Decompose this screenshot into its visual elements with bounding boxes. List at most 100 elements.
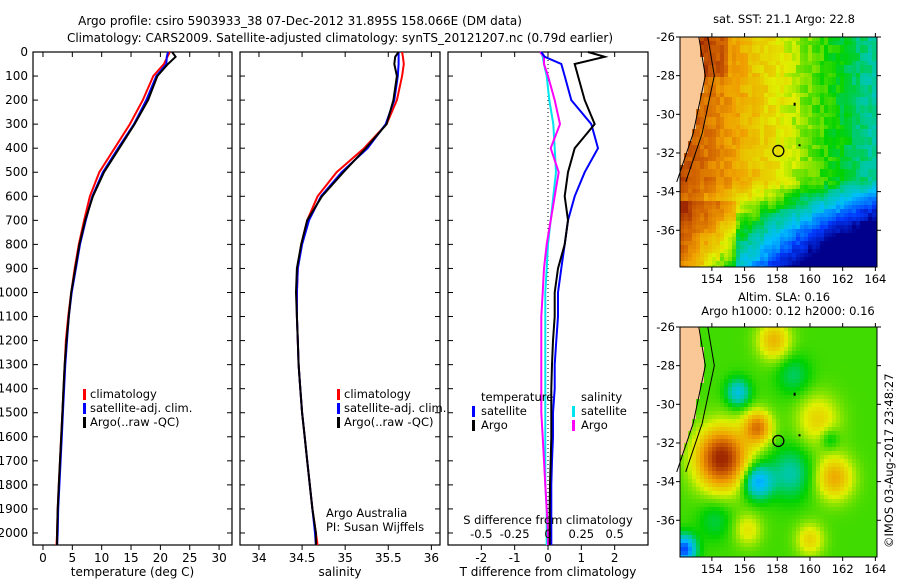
data-cell <box>756 427 760 431</box>
data-cell <box>840 411 844 415</box>
data-cell <box>828 379 832 383</box>
data-cell <box>800 419 804 423</box>
data-cell <box>744 157 748 161</box>
data-cell <box>700 331 704 335</box>
land-cell <box>680 395 684 399</box>
data-cell <box>812 53 816 57</box>
data-cell <box>764 359 768 363</box>
data-cell <box>716 439 720 443</box>
data-cell <box>736 157 740 161</box>
data-cell <box>764 45 768 49</box>
data-cell <box>832 487 836 491</box>
data-cell <box>808 129 812 133</box>
data-cell <box>788 403 792 407</box>
data-cell <box>760 125 764 129</box>
data-cell <box>808 225 812 229</box>
data-cell <box>864 165 868 169</box>
data-cell <box>804 371 808 375</box>
data-cell <box>784 411 788 415</box>
data-cell <box>728 113 732 117</box>
data-cell <box>752 423 756 427</box>
data-cell <box>792 363 796 367</box>
data-cell <box>712 411 716 415</box>
data-cell <box>728 335 732 339</box>
data-cell <box>708 443 712 447</box>
data-cell <box>836 53 840 57</box>
data-cell <box>780 471 784 475</box>
land-cell <box>684 375 688 379</box>
data-cell <box>744 395 748 399</box>
data-cell <box>816 355 820 359</box>
data-cell <box>824 253 828 257</box>
data-cell <box>848 391 852 395</box>
data-cell <box>724 411 728 415</box>
data-cell <box>856 161 860 165</box>
data-cell <box>744 97 748 101</box>
data-cell <box>788 117 792 121</box>
data-cell <box>844 53 848 57</box>
data-cell <box>784 363 788 367</box>
data-cell <box>780 327 784 331</box>
data-cell <box>724 367 728 371</box>
data-cell <box>800 415 804 419</box>
data-cell <box>800 391 804 395</box>
data-cell <box>816 129 820 133</box>
data-cell <box>776 37 780 41</box>
data-cell <box>744 161 748 165</box>
data-cell <box>832 359 836 363</box>
land-cell <box>692 375 696 379</box>
data-cell <box>844 331 848 335</box>
data-cell <box>732 479 736 483</box>
data-cell <box>684 451 688 455</box>
data-cell <box>776 125 780 129</box>
data-cell <box>840 117 844 121</box>
data-cell <box>812 419 816 423</box>
data-cell <box>872 463 876 467</box>
data-cell <box>832 109 836 113</box>
land-cell <box>692 331 696 335</box>
data-cell <box>804 475 808 479</box>
data-cell <box>744 379 748 383</box>
data-cell <box>796 363 800 367</box>
data-cell <box>848 225 852 229</box>
data-cell <box>688 149 692 153</box>
data-cell <box>744 435 748 439</box>
data-cell <box>812 125 816 129</box>
data-cell <box>856 93 860 97</box>
data-cell <box>796 125 800 129</box>
data-cell <box>828 339 832 343</box>
data-cell <box>872 49 876 53</box>
data-cell <box>764 363 768 367</box>
data-cell <box>764 347 768 351</box>
data-cell <box>756 367 760 371</box>
data-cell <box>820 57 824 61</box>
data-cell <box>828 387 832 391</box>
data-cell <box>812 209 816 213</box>
data-cell <box>744 85 748 89</box>
data-cell <box>756 205 760 209</box>
data-cell <box>744 419 748 423</box>
data-cell <box>800 213 804 217</box>
data-cell <box>728 89 732 93</box>
data-cell <box>836 221 840 225</box>
data-cell <box>780 241 784 245</box>
data-cell <box>744 343 748 347</box>
data-cell <box>780 331 784 335</box>
data-cell <box>872 335 876 339</box>
data-cell <box>768 443 772 447</box>
map-y-tick-label: -34 <box>656 185 675 199</box>
land-cell <box>684 383 688 387</box>
data-cell <box>836 245 840 249</box>
data-cell <box>772 101 776 105</box>
data-cell <box>724 185 728 189</box>
data-cell <box>848 241 852 245</box>
data-cell <box>744 335 748 339</box>
data-cell <box>776 451 780 455</box>
data-cell <box>832 53 836 57</box>
data-cell <box>852 81 856 85</box>
data-cell <box>752 177 756 181</box>
data-cell <box>824 351 828 355</box>
data-cell <box>748 431 752 435</box>
data-cell <box>792 403 796 407</box>
data-cell <box>856 261 860 265</box>
